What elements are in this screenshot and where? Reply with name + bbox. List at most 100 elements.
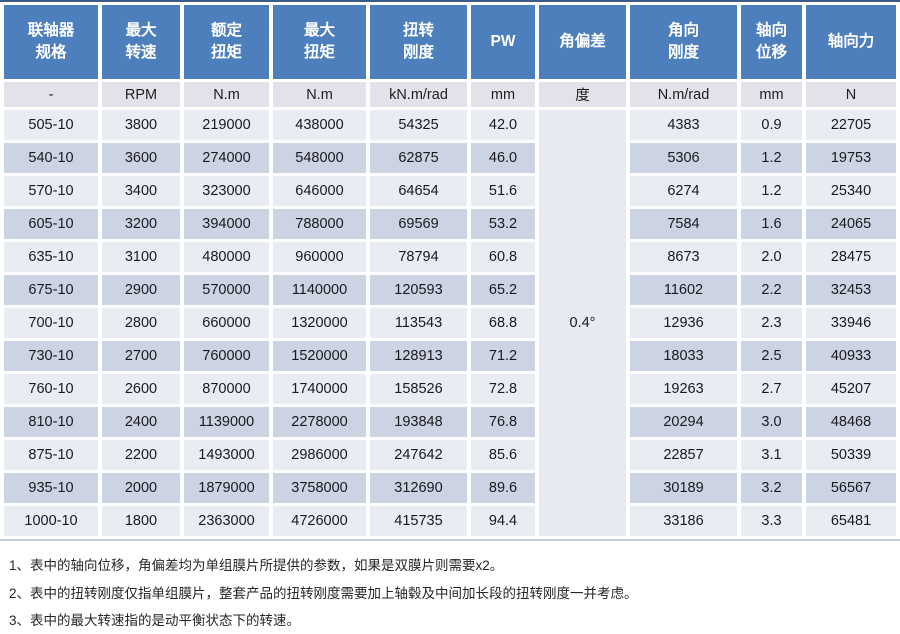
- cell-axial-displacement: 2.0: [741, 242, 802, 272]
- unit-angle-deviation: 度: [539, 82, 626, 107]
- cell-max-torque: 438000: [273, 110, 366, 140]
- cell-torsional-stiffness: 247642: [370, 440, 467, 470]
- cell-max-speed: 3400: [102, 176, 180, 206]
- cell-axial-displacement: 0.9: [741, 110, 802, 140]
- cell-max-torque: 1320000: [273, 308, 366, 338]
- unit-pw: mm: [471, 82, 535, 107]
- cell-pw: 85.6: [471, 440, 535, 470]
- cell-torsional-stiffness: 64654: [370, 176, 467, 206]
- table-row: 1000-10 1800 2363000 4726000 415735 94.4…: [4, 506, 896, 536]
- cell-rated-torque: 570000: [184, 275, 269, 305]
- header-row: 联轴器 规格 最大 转速 额定 扭矩 最大 扭矩 扭转 刚度 PW 角偏差 角向…: [4, 5, 896, 79]
- cell-angular-stiffness: 11602: [630, 275, 737, 305]
- cell-pw: 60.8: [471, 242, 535, 272]
- cell-spec: 875-10: [4, 440, 98, 470]
- cell-spec: 505-10: [4, 110, 98, 140]
- cell-max-torque: 1140000: [273, 275, 366, 305]
- cell-spec: 700-10: [4, 308, 98, 338]
- cell-angular-stiffness: 20294: [630, 407, 737, 437]
- cell-torsional-stiffness: 193848: [370, 407, 467, 437]
- unit-rated-torque: N.m: [184, 82, 269, 107]
- cell-axial-displacement: 3.0: [741, 407, 802, 437]
- col-header-axial-force: 轴向力: [806, 5, 896, 79]
- cell-axial-force: 22705: [806, 110, 896, 140]
- coupling-spec-table: 联轴器 规格 最大 转速 额定 扭矩 最大 扭矩 扭转 刚度 PW 角偏差 角向…: [0, 0, 900, 541]
- cell-spec: 605-10: [4, 209, 98, 239]
- table-row: 730-10 2700 760000 1520000 128913 71.2 1…: [4, 341, 896, 371]
- cell-torsional-stiffness: 120593: [370, 275, 467, 305]
- cell-torsional-stiffness: 62875: [370, 143, 467, 173]
- col-header-torsional-stiffness: 扭转 刚度: [370, 5, 467, 79]
- cell-max-torque: 548000: [273, 143, 366, 173]
- cell-pw: 71.2: [471, 341, 535, 371]
- cell-rated-torque: 870000: [184, 374, 269, 404]
- cell-axial-force: 65481: [806, 506, 896, 536]
- angle-deviation-value: 0.4°: [539, 110, 626, 536]
- cell-pw: 89.6: [471, 473, 535, 503]
- cell-rated-torque: 2363000: [184, 506, 269, 536]
- cell-max-speed: 3200: [102, 209, 180, 239]
- cell-max-speed: 2900: [102, 275, 180, 305]
- cell-axial-force: 48468: [806, 407, 896, 437]
- cell-spec: 675-10: [4, 275, 98, 305]
- cell-max-speed: 2400: [102, 407, 180, 437]
- cell-rated-torque: 274000: [184, 143, 269, 173]
- table-row: 635-10 3100 480000 960000 78794 60.8 867…: [4, 242, 896, 272]
- cell-pw: 94.4: [471, 506, 535, 536]
- cell-angular-stiffness: 4383: [630, 110, 737, 140]
- cell-axial-force: 28475: [806, 242, 896, 272]
- cell-axial-displacement: 1.6: [741, 209, 802, 239]
- cell-axial-force: 32453: [806, 275, 896, 305]
- cell-axial-force: 40933: [806, 341, 896, 371]
- cell-torsional-stiffness: 78794: [370, 242, 467, 272]
- cell-axial-force: 56567: [806, 473, 896, 503]
- cell-spec: 635-10: [4, 242, 98, 272]
- table-row: 605-10 3200 394000 788000 69569 53.2 758…: [4, 209, 896, 239]
- col-header-axial-displacement: 轴向 位移: [741, 5, 802, 79]
- cell-axial-force: 19753: [806, 143, 896, 173]
- cell-axial-displacement: 2.5: [741, 341, 802, 371]
- cell-max-speed: 2700: [102, 341, 180, 371]
- cell-rated-torque: 219000: [184, 110, 269, 140]
- cell-torsional-stiffness: 312690: [370, 473, 467, 503]
- cell-angular-stiffness: 8673: [630, 242, 737, 272]
- cell-axial-displacement: 3.3: [741, 506, 802, 536]
- cell-rated-torque: 480000: [184, 242, 269, 272]
- cell-rated-torque: 760000: [184, 341, 269, 371]
- cell-pw: 68.8: [471, 308, 535, 338]
- cell-angular-stiffness: 5306: [630, 143, 737, 173]
- cell-axial-displacement: 2.3: [741, 308, 802, 338]
- unit-max-speed: RPM: [102, 82, 180, 107]
- cell-max-speed: 2800: [102, 308, 180, 338]
- cell-axial-force: 33946: [806, 308, 896, 338]
- cell-rated-torque: 394000: [184, 209, 269, 239]
- table-row: 760-10 2600 870000 1740000 158526 72.8 1…: [4, 374, 896, 404]
- cell-pw: 51.6: [471, 176, 535, 206]
- table-row: 505-10 3800 219000 438000 54325 42.0 0.4…: [4, 110, 896, 536]
- col-header-angular-stiffness: 角向 刚度: [630, 5, 737, 79]
- cell-max-speed: 2000: [102, 473, 180, 503]
- cell-rated-torque: 1139000: [184, 407, 269, 437]
- cell-axial-displacement: 2.2: [741, 275, 802, 305]
- col-header-pw: PW: [471, 5, 535, 79]
- table-row: 570-10 3400 323000 646000 64654 51.6 627…: [4, 176, 896, 206]
- cell-angular-stiffness: 22857: [630, 440, 737, 470]
- unit-angular-stiffness: N.m/rad: [630, 82, 737, 107]
- cell-pw: 65.2: [471, 275, 535, 305]
- table-row: 875-10 2200 1493000 2986000 247642 85.6 …: [4, 440, 896, 470]
- cell-axial-displacement: 2.7: [741, 374, 802, 404]
- cell-max-torque: 2986000: [273, 440, 366, 470]
- cell-torsional-stiffness: 113543: [370, 308, 467, 338]
- footnote-3: 3、表中的最大转速指的是动平衡状态下的转速。: [9, 613, 301, 628]
- cell-rated-torque: 323000: [184, 176, 269, 206]
- cell-angular-stiffness: 18033: [630, 341, 737, 371]
- cell-rated-torque: 1879000: [184, 473, 269, 503]
- cell-max-torque: 4726000: [273, 506, 366, 536]
- cell-axial-displacement: 1.2: [741, 143, 802, 173]
- cell-torsional-stiffness: 415735: [370, 506, 467, 536]
- unit-axial-displacement: mm: [741, 82, 802, 107]
- cell-angular-stiffness: 19263: [630, 374, 737, 404]
- col-header-coupling-spec: 联轴器 规格: [4, 5, 98, 79]
- cell-rated-torque: 1493000: [184, 440, 269, 470]
